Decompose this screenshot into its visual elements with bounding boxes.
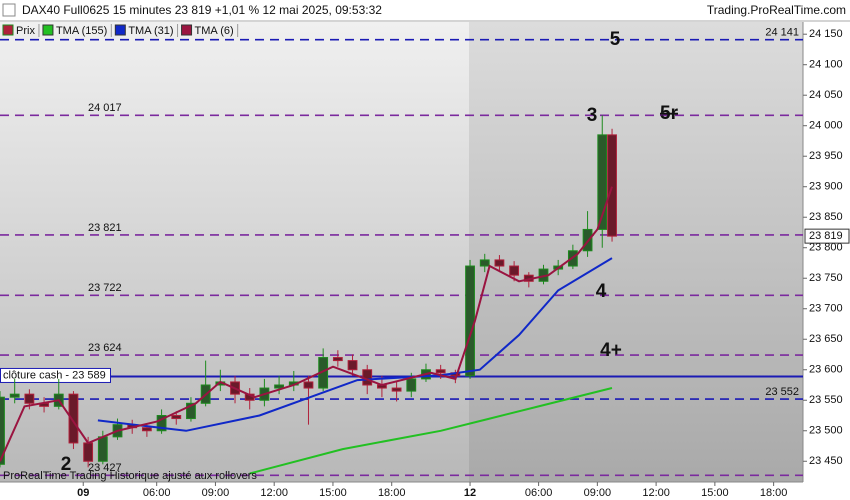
y-tick-label: 23 600	[809, 364, 843, 376]
x-tick-label: 06:00	[525, 487, 553, 499]
legend-swatch	[114, 24, 126, 36]
level-label: clôture cash - 23 589	[3, 369, 106, 381]
y-tick-label: 23 800	[809, 242, 843, 254]
candle-body	[156, 415, 167, 432]
candle-body	[406, 378, 417, 392]
source: Trading.ProRealTime.com	[707, 3, 846, 17]
level-label: 24 017	[88, 102, 122, 114]
legend-label: TMA (31)	[128, 25, 173, 37]
level-label: 23 722	[88, 282, 122, 294]
chart-title: DAX40 Full0625 15 minutes 23 819 +1,01 %…	[22, 3, 382, 17]
level-label: 23 552	[765, 386, 799, 398]
candle-body	[607, 134, 617, 237]
annotation: 4	[596, 281, 607, 302]
level-label: 23 624	[88, 342, 122, 354]
y-tick-label: 23 900	[809, 181, 843, 193]
candle-body	[303, 381, 314, 389]
x-tick-label: 09	[77, 487, 89, 499]
candle-body	[332, 357, 343, 362]
x-tick-label: 06:00	[143, 487, 171, 499]
legend-swatch	[181, 24, 193, 36]
level-box	[0, 367, 111, 383]
plot-area: 24 141 24 017 23 821 23 722 23 624 clôture ca…	[0, 27, 803, 477]
candle-body	[0, 396, 5, 465]
x-tick-label: 15:00	[701, 487, 729, 499]
candle-body	[465, 265, 475, 377]
candle-body	[24, 393, 35, 404]
annotation: 5r	[660, 103, 679, 124]
y-tick-label: 23 850	[809, 211, 843, 223]
x-tick-label: 12	[464, 487, 476, 499]
legend: Prix TMA (155) TMA (31) TMA (6)	[2, 24, 239, 37]
session-bg	[469, 22, 803, 482]
x-tick-label: 12:00	[260, 487, 288, 499]
level-label: 23 821	[88, 222, 122, 234]
y-tick-label: 23 750	[809, 272, 843, 284]
legend-label: TMA (155)	[56, 25, 107, 37]
candle-body	[97, 436, 108, 462]
last-price-label: 23 819	[809, 230, 843, 242]
annotation: 4+	[600, 340, 622, 361]
last-price-box	[804, 228, 850, 244]
candle-body	[494, 259, 505, 267]
candle-body	[347, 360, 358, 371]
y-tick-label: 24 000	[809, 120, 843, 132]
x-tick-label: 18:00	[378, 487, 406, 499]
footnote: ProRealTime Trading Historique ajusté au…	[3, 470, 257, 482]
candle-body	[68, 393, 79, 444]
annotation: 5	[610, 29, 621, 50]
candle-body	[509, 265, 520, 276]
ma-line	[249, 387, 613, 475]
candle-body	[186, 402, 196, 420]
level-label: 23 427	[88, 462, 122, 474]
y-tick-label: 24 150	[809, 28, 843, 40]
annotation: 2	[61, 454, 72, 475]
candle-body	[9, 393, 20, 398]
x-tick-label: 09:00	[584, 487, 612, 499]
ma-line	[0, 186, 613, 462]
candle-body	[391, 387, 402, 392]
x-tick-label: 18:00	[760, 487, 788, 499]
x-tick-label: 12:00	[642, 487, 670, 499]
y-tick-label: 23 500	[809, 425, 843, 437]
legend-label: Prix	[16, 25, 35, 37]
candle-body	[435, 369, 446, 374]
x-tick-label: 09:00	[202, 487, 230, 499]
y-tick-label: 23 450	[809, 455, 843, 467]
level-label: 24 141	[765, 27, 799, 39]
annotation: 3	[587, 105, 598, 126]
y-tick-label: 24 050	[809, 89, 843, 101]
y-tick-label: 23 950	[809, 150, 843, 162]
candle-body	[274, 384, 284, 389]
legend-swatch	[2, 24, 14, 36]
legend-label: TMA (6)	[195, 25, 234, 37]
candle-body	[479, 259, 490, 267]
candle-body	[141, 427, 152, 432]
legend-swatch	[42, 24, 54, 36]
x-tick-label: 15:00	[319, 487, 347, 499]
candle-body	[597, 134, 608, 230]
y-tick-label: 23 650	[809, 333, 843, 345]
menu-icon[interactable]	[2, 3, 16, 17]
y-tick-label: 23 700	[809, 303, 843, 315]
candle-body	[171, 415, 182, 420]
candle-body	[83, 442, 94, 462]
y-tick-label: 24 100	[809, 59, 843, 71]
y-tick-label: 23 550	[809, 394, 843, 406]
